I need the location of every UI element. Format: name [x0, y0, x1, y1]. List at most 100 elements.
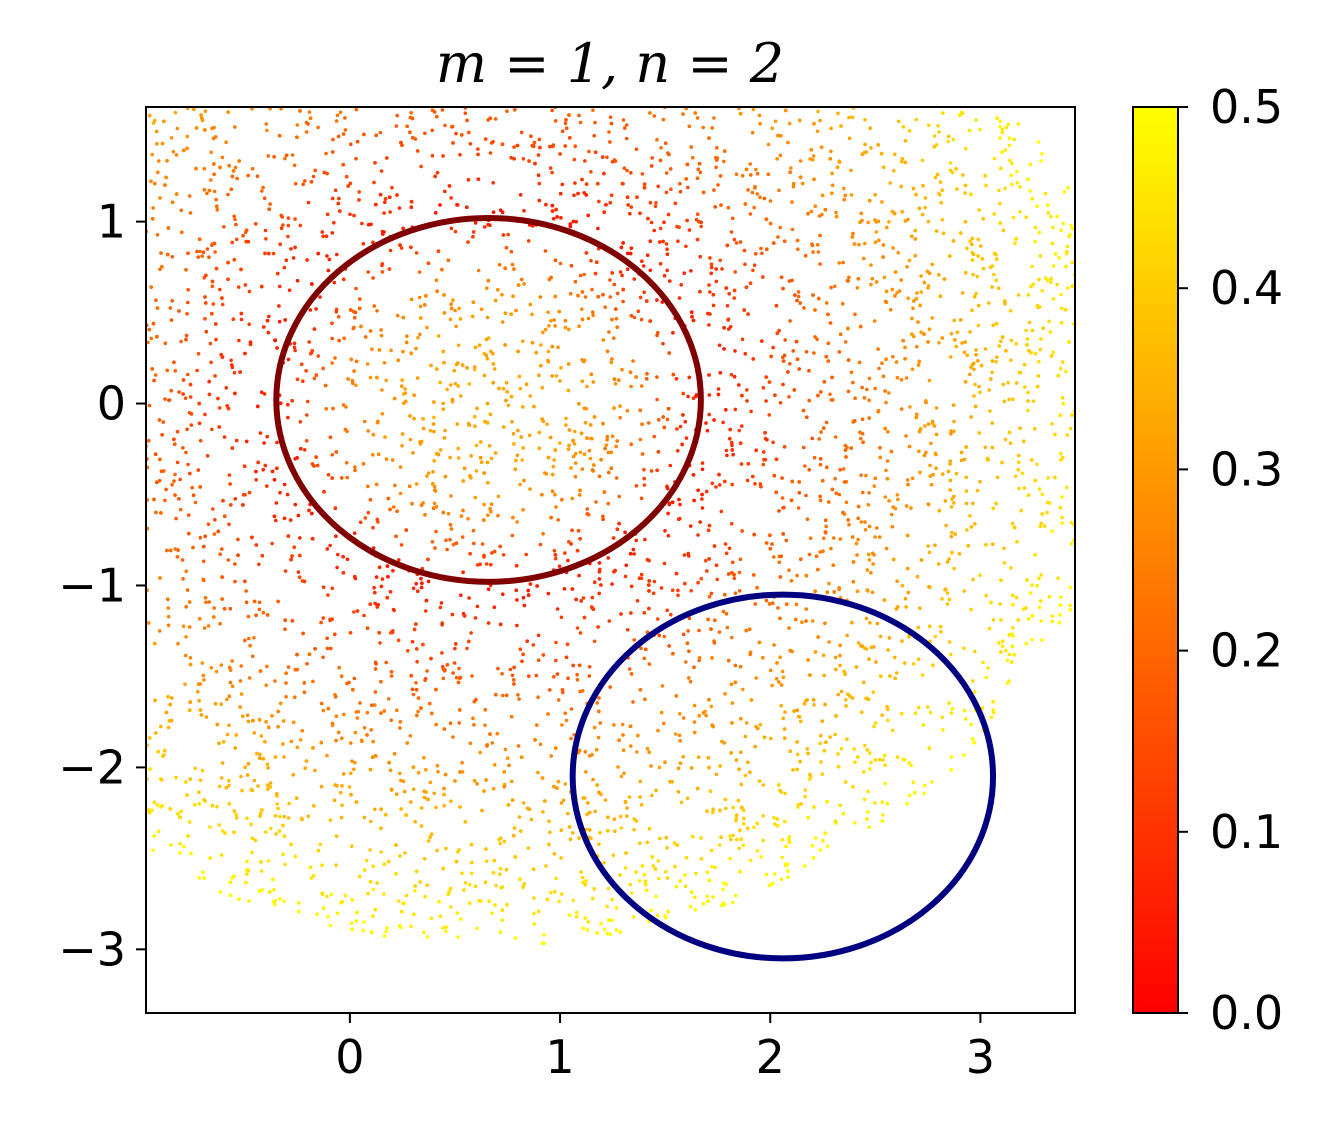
scatter-point: [886, 430, 890, 434]
scatter-point: [946, 139, 950, 144]
scatter-point: [927, 123, 931, 128]
scatter-point: [883, 426, 887, 431]
scatter-point: [608, 932, 612, 937]
scatter-point: [179, 339, 183, 344]
scatter-point: [628, 251, 633, 256]
scatter-point: [953, 338, 957, 342]
scatter-point: [646, 421, 651, 425]
scatter-point: [486, 513, 490, 517]
scatter-point: [1041, 326, 1045, 331]
scatter-point: [166, 725, 171, 730]
scatter-point: [1050, 241, 1055, 246]
scatter-point: [340, 736, 344, 740]
scatter-point: [150, 808, 154, 813]
scatter-point: [391, 568, 395, 573]
scatter-point: [381, 232, 385, 236]
scatter-point: [917, 359, 922, 364]
scatter-point: [683, 873, 687, 877]
scatter-point: [1051, 225, 1055, 230]
scatter-point: [336, 314, 341, 319]
scatter-point: [473, 221, 478, 225]
scatter-point: [723, 479, 727, 484]
scatter-point: [1024, 328, 1028, 333]
scatter-point: [493, 903, 497, 907]
scatter-point: [509, 779, 514, 784]
scatter-point: [573, 429, 577, 434]
scatter-point: [1035, 583, 1039, 588]
scatter-point: [482, 789, 486, 793]
scatter-point: [926, 544, 930, 548]
scatter-point: [549, 754, 553, 758]
scatter-point: [987, 388, 992, 392]
scatter-point: [772, 815, 776, 820]
scatter-point: [569, 707, 574, 711]
scatter-point: [559, 216, 563, 220]
scatter-point: [373, 807, 377, 812]
scatter-point: [949, 767, 953, 772]
scatter-point: [1059, 595, 1063, 600]
scatter-point: [592, 415, 597, 419]
scatter-point: [213, 374, 217, 378]
scatter-point: [668, 463, 673, 468]
scatter-point: [267, 890, 272, 894]
scatter-point: [1035, 384, 1040, 389]
scatter-point: [507, 763, 511, 768]
scatter-point: [645, 840, 650, 845]
scatter-point: [921, 723, 926, 727]
scatter-point: [421, 930, 426, 935]
scatter-point: [857, 242, 861, 247]
scatter-point: [435, 848, 439, 853]
scatter-point: [432, 791, 437, 796]
scatter-point: [554, 374, 559, 378]
scatter-point: [187, 600, 192, 604]
scatter-point: [742, 821, 746, 826]
scatter-point: [588, 754, 592, 758]
scatter-point: [183, 396, 188, 401]
scatter-point: [550, 170, 554, 175]
scatter-point: [264, 122, 269, 126]
scatter-point: [973, 690, 977, 694]
scatter-point: [715, 577, 719, 582]
scatter-point: [830, 398, 835, 402]
scatter-point: [459, 394, 463, 398]
scatter-point: [1028, 189, 1032, 193]
scatter-point: [1033, 478, 1038, 483]
scatter-point: [859, 473, 863, 478]
scatter-point: [246, 761, 251, 766]
scatter-point: [903, 596, 908, 601]
scatter-point: [165, 159, 169, 163]
scatter-point: [833, 476, 837, 481]
scatter-point: [264, 683, 269, 687]
scatter-point: [1061, 221, 1065, 226]
scatter-point: [632, 277, 637, 281]
scatter-point: [511, 432, 516, 436]
scatter-point: [996, 286, 1001, 291]
scatter-point: [608, 278, 612, 282]
scatter-point: [206, 624, 211, 628]
scatter-point: [516, 428, 520, 433]
scatter-point: [641, 264, 646, 268]
scatter-point: [506, 232, 511, 237]
scatter-point: [615, 439, 619, 443]
scatter-point: [779, 790, 783, 794]
scatter-point: [326, 268, 331, 273]
scatter-point: [166, 226, 171, 230]
scatter-point: [899, 278, 903, 282]
scatter-point: [524, 382, 529, 387]
scatter-point: [948, 652, 953, 657]
scatter-point: [610, 357, 614, 361]
scatter-point: [686, 185, 690, 190]
scatter-point: [721, 901, 726, 906]
scatter-point: [877, 535, 882, 539]
scatter-point: [590, 896, 595, 901]
scatter-point: [841, 510, 845, 515]
scatter-point: [361, 462, 366, 466]
scatter-point: [804, 619, 808, 623]
scatter-point: [1030, 196, 1034, 201]
scatter-point: [289, 842, 293, 847]
scatter-point: [758, 121, 762, 126]
scatter-point: [922, 783, 927, 788]
scatter-point: [934, 229, 939, 233]
scatter-point: [629, 672, 634, 676]
scatter-point: [551, 464, 556, 469]
